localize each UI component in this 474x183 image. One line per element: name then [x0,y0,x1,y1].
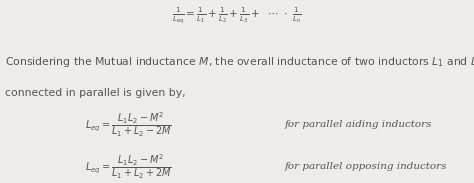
Text: $\frac{1}{L_{eq}} = \frac{1}{L_1} + \frac{1}{L_2} + \frac{1}{L_3} +\ \ \cdots\ \: $\frac{1}{L_{eq}} = \frac{1}{L_1} + \fra… [172,5,302,26]
Text: $L_{eq} = \dfrac{L_1 L_2 - M^2}{L_1 + L_2 - 2M}$: $L_{eq} = \dfrac{L_1 L_2 - M^2}{L_1 + L_… [84,110,172,139]
Text: for parallel opposing inductors: for parallel opposing inductors [284,162,447,171]
Text: for parallel aiding inductors: for parallel aiding inductors [284,120,432,129]
Text: Considering the Mutual inductance $M$, the overall inductance of two inductors $: Considering the Mutual inductance $M$, t… [5,55,474,69]
Text: $L_{eq} = \dfrac{L_1 L_2 - M^2}{L_1 + L_2 + 2M}$: $L_{eq} = \dfrac{L_1 L_2 - M^2}{L_1 + L_… [84,152,172,181]
Text: connected in parallel is given by,: connected in parallel is given by, [5,88,185,98]
